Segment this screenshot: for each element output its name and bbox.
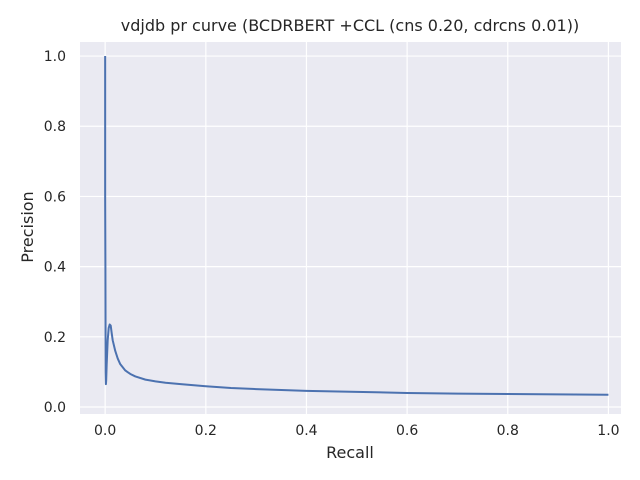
plot-area: [80, 42, 621, 414]
x-tick-label: 0.6: [396, 423, 418, 439]
series-layer: [104, 56, 609, 396]
y-tick-label: 0.8: [44, 119, 66, 135]
y-tick-label: 0.6: [44, 189, 66, 205]
x-tick-label: 0.8: [497, 423, 519, 439]
y-tick-label: 0.2: [44, 330, 66, 346]
grid-lines: [80, 42, 621, 414]
pr-curve-line: [104, 56, 609, 396]
y-tick-label: 0.4: [44, 260, 66, 276]
tick-labels: 0.0 0.2 0.4 0.6 0.8 1.0 0.0 0.2 0.4 0.6 0.8 1.0: [44, 49, 620, 439]
y-tick-label: 0.0: [44, 400, 66, 416]
x-tick-label: 0.2: [195, 423, 217, 439]
x-tick-label: 1.0: [597, 423, 619, 439]
y-tick-label: 1.0: [44, 49, 66, 65]
x-tick-label: 0.4: [295, 423, 317, 439]
chart-title: vdjdb pr curve (BCDRBERT +CCL (cns 0.20,…: [121, 16, 579, 35]
x-axis-label: Recall: [326, 443, 374, 462]
y-axis-label: Precision: [18, 191, 37, 262]
x-tick-label: 0.0: [94, 423, 116, 439]
